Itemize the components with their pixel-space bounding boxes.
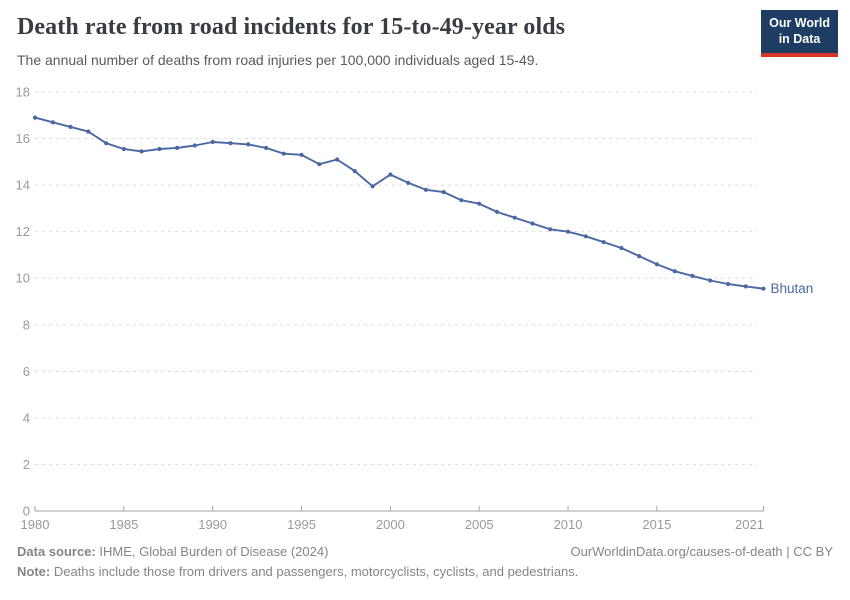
data-point[interactable] — [406, 180, 411, 185]
data-point[interactable] — [210, 139, 215, 145]
y-tick-label: 6 — [23, 364, 30, 379]
x-tick-label: 1980 — [21, 517, 50, 532]
owid-logo-line1: Our World — [769, 16, 830, 30]
y-tick-label: 10 — [16, 271, 30, 286]
note-label: Note: — [17, 564, 51, 579]
x-tick-label: 2010 — [554, 517, 583, 532]
data-point[interactable] — [388, 172, 393, 177]
data-point[interactable] — [512, 215, 517, 220]
y-tick-label: 14 — [16, 178, 30, 193]
chart-subtitle: The annual number of deaths from road in… — [17, 52, 539, 68]
data-point[interactable] — [335, 157, 340, 162]
data-point[interactable] — [725, 281, 731, 287]
y-tick-label: 8 — [23, 317, 30, 332]
data-point[interactable] — [50, 120, 55, 125]
data-point[interactable] — [192, 143, 197, 148]
chart-note: Note: Deaths include those from drivers … — [17, 564, 833, 579]
note-text: Deaths include those from drivers and pa… — [50, 564, 579, 579]
data-point[interactable] — [743, 284, 748, 289]
data-point[interactable] — [104, 141, 109, 146]
data-point[interactable] — [761, 286, 766, 291]
data-point[interactable] — [68, 124, 73, 129]
x-tick-label: 1995 — [287, 517, 316, 532]
chart-footer: Data source: IHME, Global Burden of Dise… — [17, 544, 833, 579]
owid-logo[interactable]: Our World in Data — [761, 10, 838, 57]
data-point[interactable] — [352, 169, 357, 174]
owid-logo-line2: in Data — [778, 32, 821, 47]
data-source-label: Data source: — [17, 544, 96, 559]
x-tick-label: 2015 — [642, 517, 671, 532]
x-tick-label: 2021 — [735, 517, 764, 532]
data-source: Data source: IHME, Global Burden of Dise… — [17, 544, 328, 559]
data-point[interactable] — [477, 201, 482, 206]
x-tick-label: 1985 — [109, 517, 138, 532]
data-point[interactable] — [157, 146, 162, 152]
data-point[interactable] — [601, 240, 606, 245]
data-point[interactable] — [565, 229, 571, 234]
y-tick-label: 18 — [16, 85, 30, 100]
data-point[interactable] — [370, 184, 375, 189]
data-point[interactable] — [441, 190, 446, 195]
data-point[interactable] — [246, 142, 251, 147]
data-point[interactable] — [228, 141, 233, 146]
y-tick-label: 2 — [23, 457, 30, 472]
data-point[interactable] — [548, 227, 553, 232]
data-point[interactable] — [423, 187, 428, 192]
data-point[interactable] — [263, 145, 269, 150]
data-point[interactable] — [690, 273, 695, 278]
x-tick-label: 2005 — [465, 517, 494, 532]
y-tick-label: 16 — [16, 131, 30, 146]
data-point[interactable] — [86, 129, 91, 134]
data-point[interactable] — [619, 245, 624, 251]
data-point[interactable] — [494, 209, 500, 214]
data-point[interactable] — [672, 269, 677, 274]
data-point[interactable] — [299, 152, 304, 157]
data-point[interactable] — [708, 278, 713, 283]
data-point[interactable] — [637, 254, 642, 259]
x-tick-label: 2000 — [376, 517, 405, 532]
owid-license-link[interactable]: OurWorldinData.org/causes-of-death | CC … — [570, 544, 833, 559]
data-point[interactable] — [175, 145, 180, 150]
data-point[interactable] — [281, 151, 286, 156]
data-point[interactable] — [459, 198, 464, 203]
data-source-text: IHME, Global Burden of Disease (2024) — [95, 544, 329, 559]
y-tick-label: 0 — [23, 504, 30, 519]
series-line[interactable] — [34, 116, 765, 290]
data-point[interactable] — [583, 234, 588, 239]
data-point[interactable] — [317, 162, 322, 167]
data-point[interactable] — [530, 221, 535, 226]
data-point[interactable] — [139, 149, 144, 154]
data-point[interactable] — [654, 262, 660, 267]
series-end-label: Bhutan — [771, 281, 814, 296]
chart-header: Death rate from road incidents for 15-to… — [17, 12, 755, 69]
y-tick-label: 12 — [16, 224, 30, 239]
chart-title: Death rate from road incidents for 15-to… — [17, 14, 566, 40]
y-tick-label: 4 — [23, 410, 30, 425]
x-tick-label: 1990 — [198, 517, 227, 532]
data-point[interactable] — [121, 146, 126, 152]
data-point[interactable] — [32, 115, 38, 120]
